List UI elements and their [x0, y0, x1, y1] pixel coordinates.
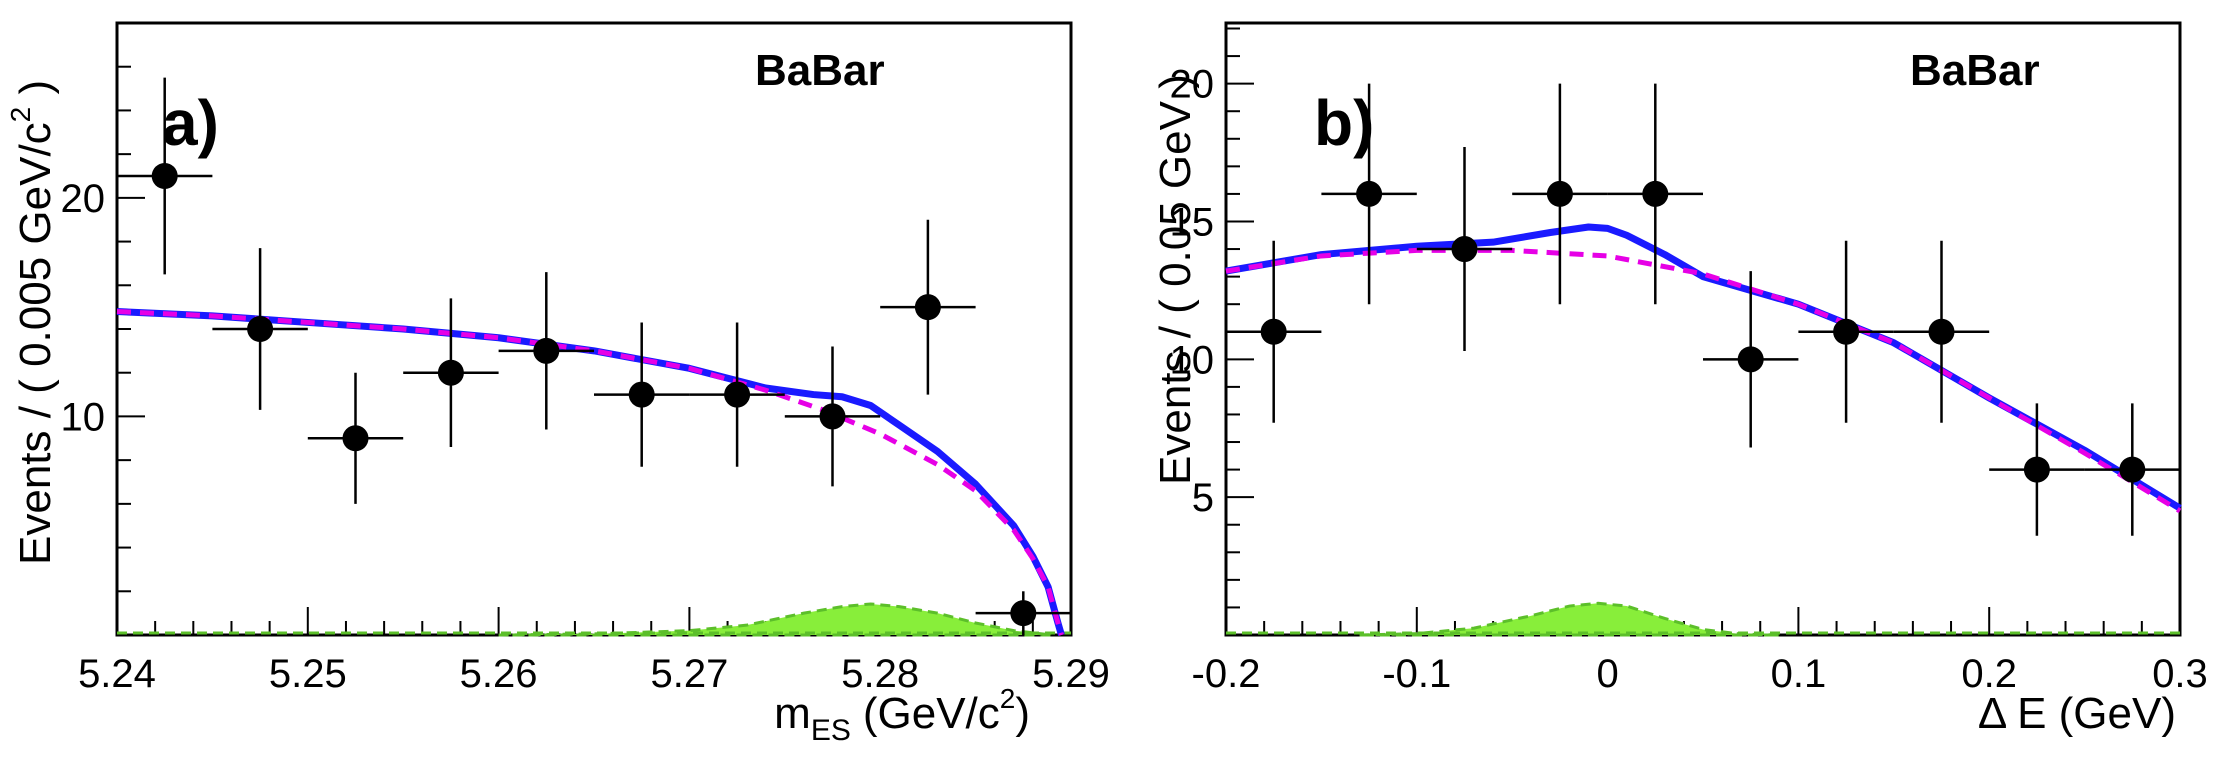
y-tick-label: 10 [61, 395, 106, 439]
data-point [594, 322, 690, 467]
background-fit-curve [1225, 247, 2182, 514]
panel-b: -0.2 -0.1 0 0.1 0.2 0.3 5 10 15 20 b) BaBar Δ E (… [1151, 21, 2208, 738]
x-tick-label: 5.27 [650, 652, 728, 696]
data-marker [914, 294, 941, 321]
panel-a-experiment-label: BaBar [755, 46, 885, 95]
data-point [1321, 83, 1417, 305]
y-tick-label: 5 [1192, 476, 1214, 520]
panel-a-x-title-unit-sup: 2 [1000, 683, 1016, 714]
data-point [117, 77, 213, 275]
data-marker [2119, 456, 2146, 483]
data-point [2084, 403, 2180, 536]
panel-a-x-title-unit: (GeV/c [863, 689, 1000, 738]
data-marker [1642, 180, 1669, 207]
data-marker [1546, 180, 1573, 207]
data-marker [342, 425, 369, 452]
data-point [1512, 83, 1608, 305]
panel-a-x-title-close: ) [1015, 689, 1030, 738]
x-tick-label: -0.1 [1382, 652, 1451, 696]
x-tick-label: 0.1 [1771, 652, 1827, 696]
panel-b-fit-layer [1225, 223, 2182, 514]
data-point [689, 322, 785, 467]
y-tick-label: 20 [61, 177, 106, 221]
panel-b-frame [1224, 21, 2182, 637]
y-tick-label: 20 [1170, 63, 1215, 107]
signal-component [1359, 601, 1780, 637]
data-point [1607, 83, 1703, 305]
data-marker [151, 163, 178, 189]
data-marker [628, 381, 655, 408]
data-marker [1010, 600, 1037, 627]
data-point [1989, 403, 2085, 536]
data-point [403, 298, 499, 448]
data-point [212, 248, 308, 410]
data-marker [1260, 318, 1287, 345]
x-tick-label: 0 [1596, 652, 1618, 696]
x-tick-label: -0.2 [1192, 652, 1261, 696]
x-tick-label: 5.26 [460, 652, 538, 696]
x-tick-label: 5.29 [1032, 652, 1110, 696]
panel-a-y-axis-title: Events / ( 0.005 GeV/c2 ) [5, 80, 60, 565]
panel-a-tag: a) [162, 87, 219, 159]
panel-b-x-axis-title: Δ E (GeV) [1978, 689, 2176, 738]
signal-component [498, 602, 1053, 637]
y-tick-label: 15 [1170, 200, 1215, 244]
x-tick-label: 5.24 [78, 652, 156, 696]
data-marker [724, 381, 751, 408]
data-marker [819, 403, 846, 430]
data-point [1703, 271, 1799, 448]
panel-b-y-axis-title: Events / ( 0.05 GeV ) [1151, 74, 1200, 485]
x-tick-label: 5.25 [269, 652, 347, 696]
panel-b-tag: b) [1314, 87, 1374, 159]
data-marker [1451, 236, 1478, 263]
data-point [1416, 147, 1513, 352]
panel-b-data-points [1226, 83, 2180, 536]
data-point [880, 219, 976, 395]
panel-a-x-title-sub: ES [811, 714, 851, 747]
data-marker [2023, 456, 2050, 483]
data-marker [247, 316, 274, 342]
panel-a-x-title-main: m [774, 689, 811, 738]
x-tick-label: 5.28 [841, 652, 919, 696]
data-marker [437, 359, 464, 386]
x-tick-label: 0.2 [1961, 652, 2017, 696]
data-point [1893, 240, 1990, 423]
data-point [1798, 240, 1894, 423]
data-point [975, 591, 1071, 635]
data-marker [1737, 346, 1764, 373]
x-tick-label: 0.3 [2152, 652, 2208, 696]
panel-b-experiment-label: BaBar [1910, 46, 2040, 95]
data-point [1226, 240, 1322, 423]
data-point [498, 272, 594, 430]
data-marker [1928, 318, 1955, 345]
data-point [307, 372, 404, 504]
data-point [784, 346, 881, 487]
panel-a-y-title-sup: 2 [5, 107, 36, 123]
panel-a-y-title-text: Events / ( 0.005 GeV/c [11, 122, 60, 565]
data-marker [1833, 318, 1860, 345]
data-marker [533, 337, 560, 364]
panel-a-data-points [117, 77, 1071, 635]
y-tick-label: 10 [1170, 338, 1215, 382]
data-marker [1356, 180, 1383, 207]
panel-a-y-title-close: ) [11, 80, 60, 107]
total-fit-curve [1225, 223, 2182, 512]
panel-a-signal-layer [117, 602, 1071, 637]
panel-b-signal-layer [1226, 601, 2180, 637]
panel-a-x-axis-title: mES (GeV/c2) [774, 683, 1030, 747]
